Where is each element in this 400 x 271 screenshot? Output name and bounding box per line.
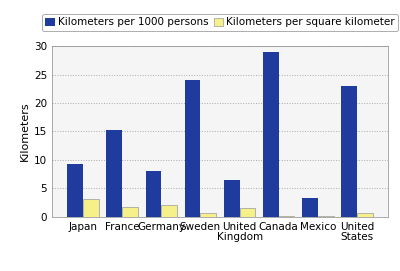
- Bar: [279, 216, 294, 217]
- Bar: [83, 199, 99, 217]
- Bar: [185, 80, 200, 217]
- Bar: [106, 130, 122, 217]
- Bar: [318, 216, 334, 217]
- Y-axis label: Kilometers: Kilometers: [20, 102, 30, 161]
- Legend: Kilometers per 1000 persons, Kilometers per square kilometer: Kilometers per 1000 persons, Kilometers …: [42, 14, 398, 31]
- Bar: [161, 205, 177, 217]
- Bar: [357, 213, 373, 217]
- Bar: [341, 86, 357, 217]
- Bar: [263, 52, 279, 217]
- Bar: [146, 171, 161, 217]
- Bar: [67, 164, 83, 217]
- Bar: [200, 213, 216, 217]
- Bar: [240, 208, 255, 217]
- Bar: [122, 207, 138, 217]
- Bar: [224, 180, 240, 217]
- Bar: [302, 198, 318, 217]
